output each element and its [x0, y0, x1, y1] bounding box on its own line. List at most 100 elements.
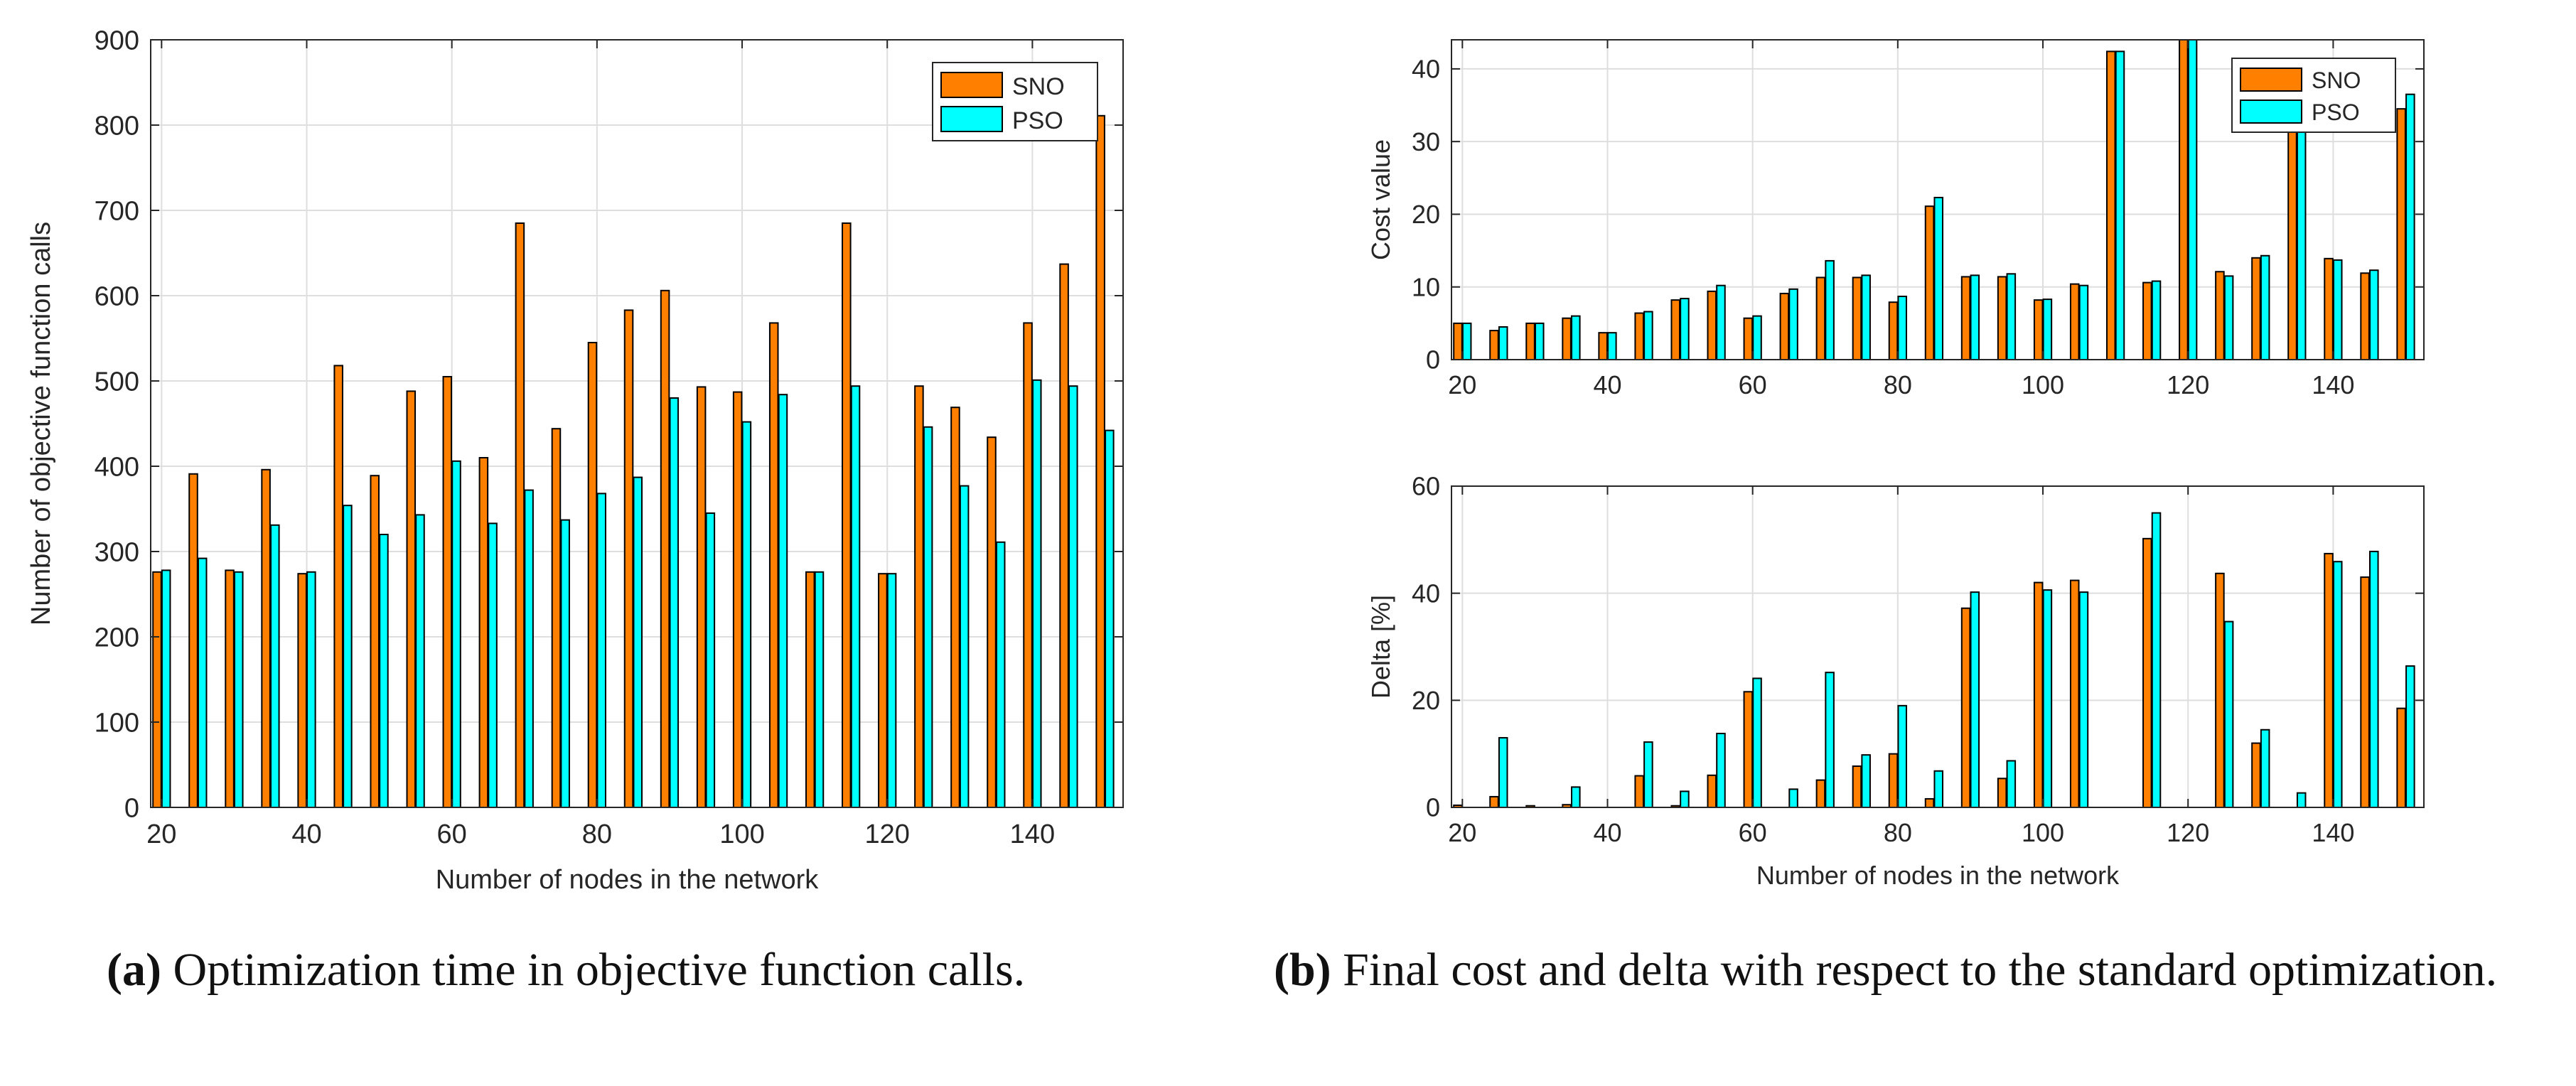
- x-tick-label: 140: [2312, 818, 2354, 847]
- bar-pso: [1788, 788, 1798, 809]
- bar-sno: [696, 386, 707, 808]
- bar-pso: [1680, 790, 1690, 809]
- bar-pso: [1498, 737, 1508, 808]
- bar-pso: [2405, 665, 2415, 808]
- y-tick-label: 100: [95, 708, 139, 738]
- bar-sno: [2396, 707, 2406, 809]
- bar-sno: [1924, 797, 1935, 808]
- bar-sno: [406, 390, 417, 808]
- bar-sno: [1779, 292, 1790, 361]
- bar-sno: [2396, 108, 2406, 360]
- bar-sno: [1670, 299, 1681, 360]
- bar-sno: [2287, 104, 2297, 361]
- x-tick-label: 80: [1884, 818, 1912, 847]
- bar-sno: [805, 571, 815, 808]
- bar-sno: [587, 342, 598, 808]
- bar-sno: [1562, 317, 1572, 361]
- bar-sno: [1815, 779, 1826, 808]
- bar-sno: [333, 365, 343, 808]
- bar-pso: [233, 571, 244, 808]
- axes-box: [150, 39, 1124, 808]
- x-axis-label: Number of nodes in the network: [436, 865, 820, 895]
- y-tick-label: 0: [124, 793, 139, 823]
- bar-sno: [1023, 322, 1033, 808]
- bar-sno: [1634, 775, 1644, 809]
- bar-sno: [188, 473, 198, 808]
- bar-sno: [2324, 257, 2334, 360]
- bar-pso: [1031, 379, 1042, 808]
- bar-sno: [2324, 552, 2334, 808]
- legend-swatch-sno: [2240, 68, 2302, 92]
- bar-pso: [2223, 275, 2234, 360]
- bar-pso: [197, 557, 208, 808]
- x-tick-label: 100: [2022, 370, 2064, 399]
- x-tick-label: 100: [2022, 818, 2064, 847]
- bar-pso: [1068, 385, 1078, 808]
- y-tick-label: 600: [95, 281, 139, 311]
- y-tick-label: 30: [1412, 127, 1440, 156]
- bar-pso: [2332, 259, 2343, 360]
- bar-pso: [850, 385, 861, 808]
- bar-sno: [2033, 581, 2044, 808]
- bar-sno: [2069, 283, 2080, 360]
- y-tick-label: 700: [95, 196, 139, 226]
- x-tick-label: 120: [2167, 370, 2209, 399]
- bar-sno: [1960, 276, 1971, 360]
- y-tick-label: 900: [95, 26, 139, 55]
- bar-pso: [1861, 274, 1871, 361]
- bar-pso: [2369, 550, 2379, 808]
- bar-pso: [270, 524, 280, 808]
- bar-pso: [488, 522, 498, 809]
- bar-pso: [2115, 50, 2125, 360]
- bar-pso: [2369, 269, 2379, 361]
- bar-sno: [1888, 301, 1899, 361]
- x-tick-label: 80: [1884, 370, 1912, 399]
- x-tick-label: 140: [2312, 370, 2354, 399]
- bar-sno: [2142, 537, 2152, 808]
- legend-swatch-pso: [2240, 100, 2302, 124]
- bar-pso: [1680, 298, 1690, 360]
- bar-pso: [2042, 299, 2053, 361]
- bar-pso: [814, 571, 825, 808]
- bar-sno: [1095, 114, 1105, 809]
- bar-sno: [152, 571, 162, 808]
- caption-b-text: Final cost and delta with respect to the…: [1343, 944, 2498, 996]
- bar-pso: [415, 514, 425, 809]
- bar-sno: [515, 222, 525, 808]
- x-tick-label: 80: [582, 819, 612, 849]
- bar-sno: [225, 569, 235, 809]
- legend-label-pso: PSO: [1012, 107, 1063, 134]
- axes-box: [1451, 485, 2425, 808]
- bar-sno: [2360, 272, 2370, 360]
- bar-pso: [1498, 326, 1508, 360]
- y-tick-label: 0: [1426, 793, 1440, 822]
- bar-sno: [2105, 50, 2116, 360]
- bar-pso: [1571, 315, 1581, 360]
- y-tick-label: 200: [95, 623, 139, 652]
- bar-sno: [842, 222, 852, 808]
- bar-sno: [1453, 322, 1463, 361]
- legend: SNO PSO: [932, 62, 1098, 141]
- y-tick-label: 500: [95, 367, 139, 397]
- y-tick-label: 400: [95, 452, 139, 482]
- bar-pso: [379, 534, 389, 808]
- legend-swatch-pso: [940, 106, 1003, 132]
- bar-pso: [2078, 284, 2089, 361]
- bar-sno: [1059, 263, 1069, 809]
- y-tick-label: 0: [1426, 345, 1440, 375]
- bar-sno: [370, 475, 380, 808]
- x-tick-label: 120: [2167, 818, 2209, 847]
- bar-sno: [2215, 572, 2225, 808]
- bar-pso: [2296, 104, 2307, 361]
- bar-sno: [623, 309, 634, 808]
- bar-pso: [1105, 429, 1115, 808]
- bar-sno: [551, 428, 562, 808]
- bar-pso: [1897, 296, 1907, 361]
- bar-sno: [1743, 691, 1754, 809]
- bar-pso: [1825, 259, 1835, 360]
- bar-pso: [1571, 786, 1581, 808]
- caption-a: (a) Optimization time in objective funct…: [107, 942, 1187, 999]
- bar-pso: [451, 460, 461, 808]
- bar-sno: [1489, 330, 1499, 361]
